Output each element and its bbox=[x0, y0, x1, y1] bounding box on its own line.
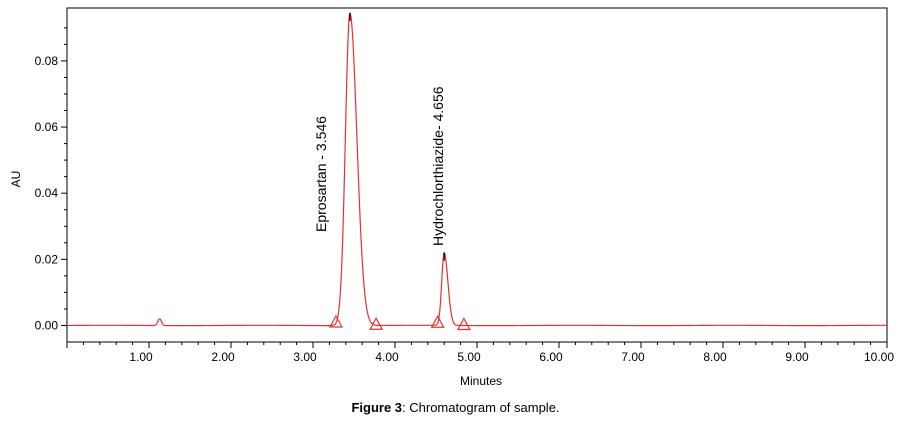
y-tick-label: 0.04 bbox=[35, 186, 59, 200]
plot-border bbox=[66, 7, 888, 343]
x-tick-label: 5.00 bbox=[457, 350, 481, 364]
peak-label: Eprosartan - 3.546 bbox=[313, 116, 329, 232]
y-axis-title: AU bbox=[9, 171, 23, 188]
integration-marker bbox=[328, 314, 343, 328]
peak-label: Hydrochlorthiazide- 4.656 bbox=[430, 86, 446, 246]
x-tick-label: 9.00 bbox=[785, 350, 809, 364]
y-tick-label: 0.00 bbox=[35, 318, 59, 332]
y-tick-label: 0.02 bbox=[35, 252, 59, 266]
x-tick-label: 7.00 bbox=[621, 350, 645, 364]
y-tick-label: 0.06 bbox=[35, 120, 59, 134]
y-axis: 0.00 0.02 0.04 0.06 0.08 bbox=[35, 27, 67, 332]
x-tick-label: 3.00 bbox=[293, 350, 317, 364]
x-tick-label: 2.00 bbox=[211, 350, 235, 364]
peak-annotations: Eprosartan - 3.546 Hydrochlorthiazide- 4.… bbox=[313, 86, 446, 246]
x-axis: 1.00 2.00 3.00 4.00 5.00 6.00 7.00 8.00 9.00 10.0… bbox=[66, 342, 894, 364]
x-tick-label: 6.00 bbox=[539, 350, 563, 364]
x-axis-title: Minutes bbox=[460, 374, 502, 388]
figure-label: Figure 3 bbox=[351, 400, 403, 415]
integration-marker bbox=[369, 316, 384, 330]
integration-marker bbox=[456, 317, 471, 331]
plot-frame bbox=[66, 7, 888, 343]
trace-line bbox=[66, 12, 887, 327]
integration-marker bbox=[430, 315, 445, 328]
y-tick-label: 0.08 bbox=[35, 54, 59, 68]
x-tick-label: 4.00 bbox=[375, 350, 399, 364]
x-tick-label: 8.00 bbox=[703, 350, 727, 364]
x-tick-label: 10.00 bbox=[864, 350, 894, 364]
chromatogram-trace bbox=[66, 12, 887, 331]
figure-caption: Figure 3: Chromatogram of sample. bbox=[0, 400, 911, 415]
chromatogram-chart: 1.00 2.00 3.00 4.00 5.00 6.00 7.00 8.00 9.00 10.0… bbox=[9, 7, 894, 388]
caption-text: : Chromatogram of sample. bbox=[402, 400, 560, 415]
x-tick-label: 1.00 bbox=[129, 350, 153, 364]
